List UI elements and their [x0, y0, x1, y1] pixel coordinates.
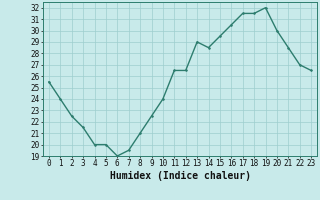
X-axis label: Humidex (Indice chaleur): Humidex (Indice chaleur) — [109, 171, 251, 181]
